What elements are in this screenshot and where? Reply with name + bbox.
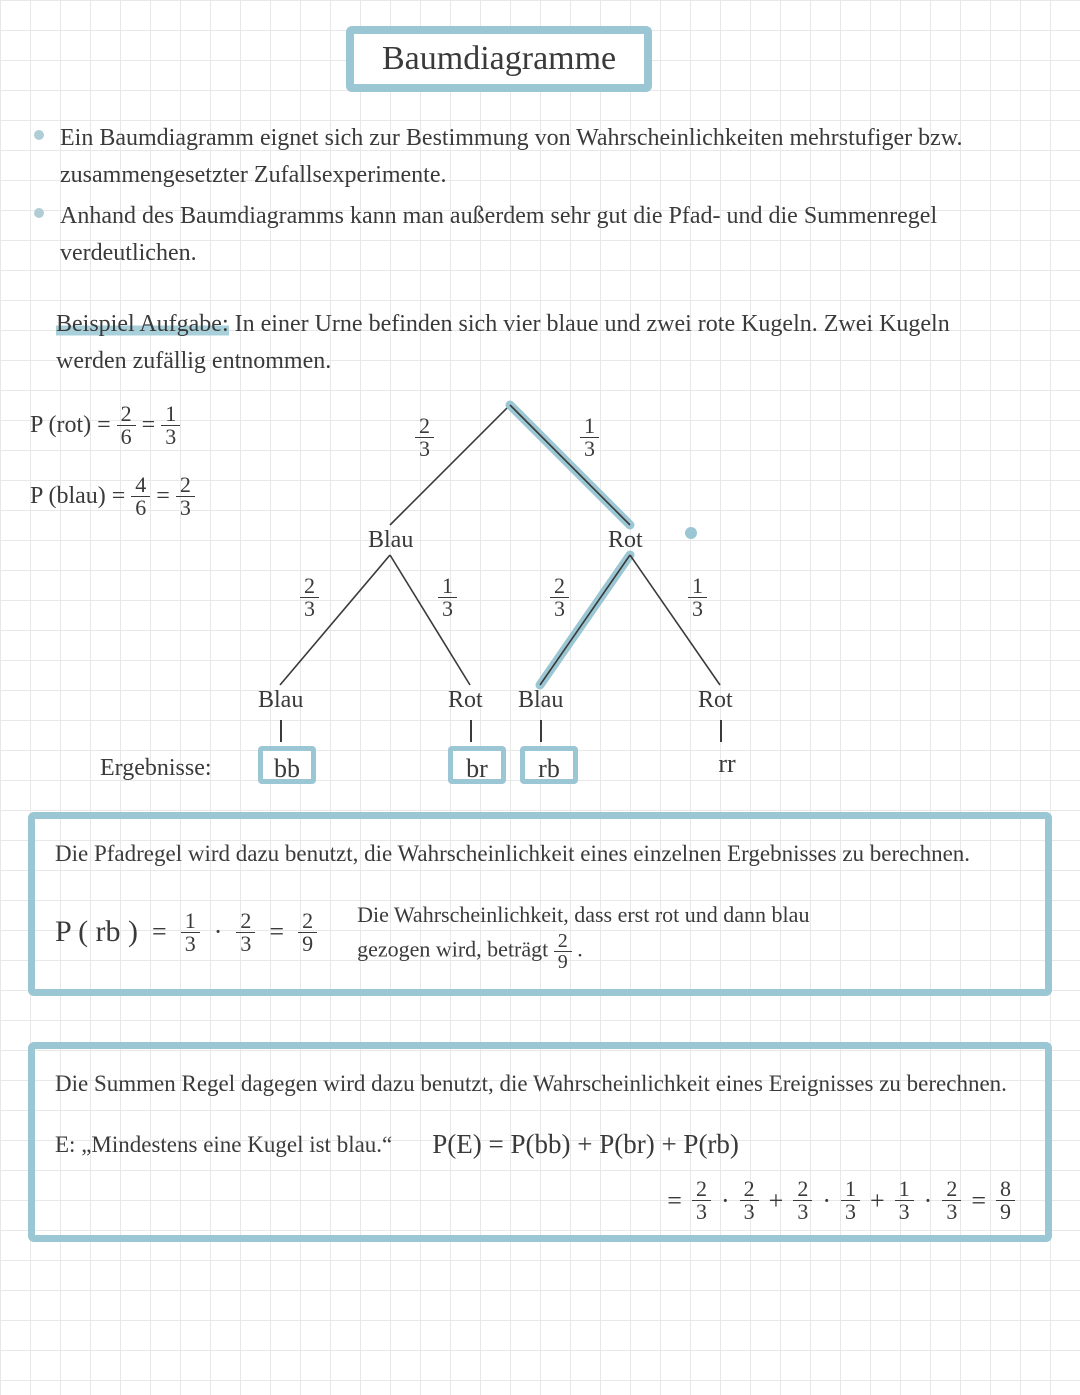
tree-edge-frac: 23 bbox=[415, 415, 434, 460]
frac-d: 9 bbox=[298, 933, 317, 955]
frac-n: 2 bbox=[236, 910, 255, 933]
event-label: E: „Mindestens eine Kugel ist blau.“ bbox=[55, 1128, 392, 1163]
summe-rule-box: Die Summen Regel dagegen wird dazu benut… bbox=[28, 1042, 1052, 1242]
frac-n: 4 bbox=[131, 474, 150, 497]
tree-edge-frac: 23 bbox=[300, 575, 319, 620]
p-rot-label: P (rot) = bbox=[30, 410, 111, 441]
frac-n: 2 bbox=[117, 403, 136, 426]
tree-diagram: 23 Blau 13 Rot 23 Blau 13 Rot 23 Blau 13 Rot bbox=[220, 395, 920, 795]
pfad-rule-box: Die Pfadregel wird dazu benutzt, die Wah… bbox=[28, 812, 1052, 996]
result-rb: rb bbox=[520, 746, 578, 784]
frac-d: 3 bbox=[161, 426, 180, 448]
tree-node-label: Rot bbox=[448, 687, 483, 714]
tree-node-label: Blau bbox=[258, 687, 303, 714]
bullet-icon bbox=[34, 130, 44, 140]
dot: · bbox=[214, 917, 223, 947]
side-probabilities: P (rot) = 26 = 13 P (blau) = 46 = 23 bbox=[30, 403, 195, 545]
period: . bbox=[577, 936, 583, 961]
tick-icon bbox=[540, 720, 542, 742]
tick-icon bbox=[720, 720, 722, 742]
tree-node-label: Blau bbox=[518, 687, 563, 714]
frac-d: 6 bbox=[117, 426, 136, 448]
pfad-heading: Die Pfadregel wird dazu benutzt, die Wah… bbox=[55, 837, 1025, 872]
eq: = bbox=[269, 917, 284, 947]
explain-line1: Die Wahrscheinlichkeit, dass erst rot un… bbox=[357, 898, 809, 931]
tree-edge-frac: 23 bbox=[550, 575, 569, 620]
intro-text-1: Ein Baumdiagramm eignet sich zur Bestimm… bbox=[60, 120, 1020, 194]
summe-line1: P(E) = P(bb) + P(br) + P(rb) bbox=[432, 1129, 739, 1160]
tick-icon bbox=[280, 720, 282, 742]
tree-node-label: Rot bbox=[698, 687, 733, 714]
summe-line2: =23·23+23·13+13·23=89 bbox=[55, 1178, 1025, 1223]
frac-n: 2 bbox=[176, 474, 195, 497]
frac-n: 1 bbox=[161, 403, 180, 426]
pfad-explanation: Die Wahrscheinlichkeit, dass erst rot un… bbox=[357, 898, 809, 972]
result-br: br bbox=[448, 746, 506, 784]
dot-marker-icon bbox=[685, 527, 697, 539]
tree-node-label: Rot bbox=[608, 527, 643, 554]
eq: = bbox=[152, 917, 167, 947]
formula-lhs: P ( rb ) bbox=[55, 915, 138, 949]
p-blau-label: P (blau) = bbox=[30, 481, 125, 512]
result-rr: rr bbox=[698, 746, 756, 784]
frac-d: 6 bbox=[131, 497, 150, 519]
eq: = bbox=[156, 481, 170, 512]
example-label: Beispiel Aufgabe: bbox=[56, 311, 229, 337]
frac-d: 3 bbox=[181, 933, 200, 955]
tree-edge-frac: 13 bbox=[580, 415, 599, 460]
tree-edge-frac: 13 bbox=[438, 575, 457, 620]
frac-d: 3 bbox=[236, 933, 255, 955]
pfad-formula: P ( rb ) = 13 · 23 = 29 bbox=[55, 910, 317, 955]
frac-n: 2 bbox=[554, 931, 572, 952]
frac-n: 1 bbox=[181, 910, 200, 933]
results-label: Ergebnisse: bbox=[100, 755, 212, 782]
frac-n: 2 bbox=[298, 910, 317, 933]
tick-icon bbox=[470, 720, 472, 742]
summe-heading: Die Summen Regel dagegen wird dazu benut… bbox=[55, 1067, 1025, 1102]
explain-line2: gezogen wird, beträgt bbox=[357, 936, 554, 961]
eq: = bbox=[142, 410, 156, 441]
bullet-icon bbox=[34, 208, 44, 218]
frac-d: 3 bbox=[176, 497, 195, 519]
intro-text-2: Anhand des Baumdiagramms kann man außerd… bbox=[60, 198, 1020, 272]
frac-d: 9 bbox=[554, 952, 572, 972]
page-title: Baumdiagramme bbox=[346, 26, 652, 92]
example-text: Beispiel Aufgabe: In einer Urne befinden… bbox=[56, 306, 1026, 380]
tree-node-label: Blau bbox=[368, 527, 413, 554]
tree-edge-frac: 13 bbox=[688, 575, 707, 620]
result-bb: bb bbox=[258, 746, 316, 784]
